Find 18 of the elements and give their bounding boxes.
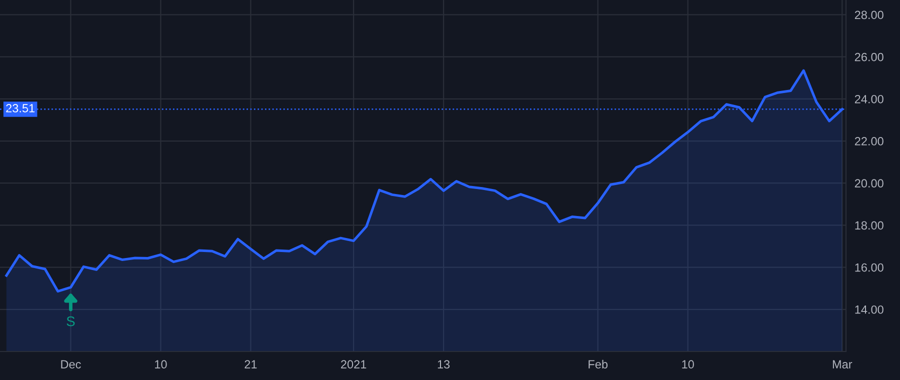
y-tick-label: 28.00	[854, 10, 884, 20]
y-tick-label: 24.00	[854, 94, 884, 104]
y-tick-label: 22.00	[854, 137, 884, 146]
x-tick-label: Feb	[588, 360, 608, 369]
y-tick-label: 26.00	[854, 52, 884, 62]
annotation: S	[66, 316, 75, 326]
x-tick-label: 13	[438, 360, 450, 369]
x-tick-label: Dec	[61, 360, 81, 369]
y-tick-label: 16.00	[855, 263, 884, 272]
ref-line-label: 23.51	[6, 104, 35, 112]
x-tick-label: 10	[155, 360, 167, 369]
x-tick-label: Mar	[832, 360, 852, 369]
x-tick-label: 10	[682, 360, 694, 369]
x-tick-label: 21	[244, 360, 257, 368]
x-tick-label: 2021	[341, 360, 366, 369]
y-tick-label: 20.00	[854, 179, 884, 188]
y-tick-label: 14.00	[855, 305, 884, 314]
y-tick-label: 18.00	[855, 221, 884, 230]
